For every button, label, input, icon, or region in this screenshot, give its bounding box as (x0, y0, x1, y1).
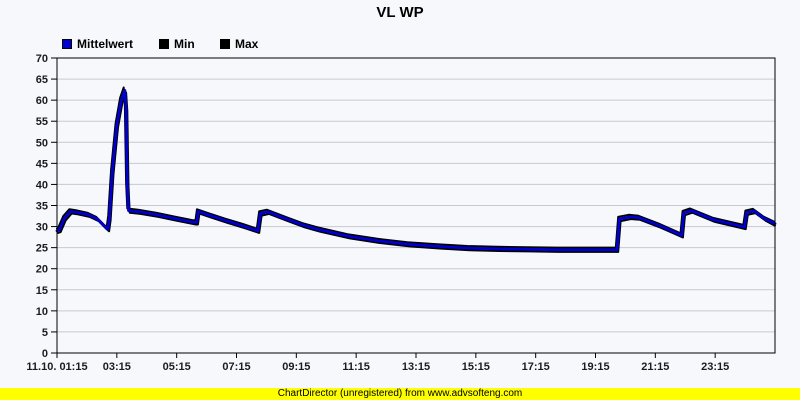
legend-label-min: Min (174, 37, 195, 51)
y-axis-label: 45 (36, 158, 48, 170)
x-axis-label: 21:15 (641, 361, 669, 373)
x-axis-label: 11.10. 01:15 (26, 361, 87, 373)
y-axis-label: 30 (36, 222, 48, 234)
legend-label-max: Max (235, 37, 259, 51)
x-axis-label: 23:15 (701, 361, 729, 373)
legend-swatch-mittelwert-icon (62, 39, 72, 49)
y-axis-label: 55 (36, 116, 48, 128)
y-axis-label: 65 (36, 74, 48, 86)
legend-swatch-max-icon (220, 39, 230, 49)
x-axis-label: 11:15 (342, 361, 370, 373)
plot-border (56, 57, 776, 354)
y-axis-label: 20 (36, 264, 48, 276)
series-line-max (56, 86, 775, 249)
chart-plot-area: 0 5 10 15 20 25 30 35 40 45 50 55 60 65 70 11.10. 01:15… (26, 53, 777, 373)
x-axis-label: 19:15 (581, 361, 609, 373)
footer-watermark: ChartDirector (unregistered) from www.ad… (0, 388, 800, 400)
y-axis-label: 0 (42, 348, 48, 360)
x-axis-label: 17:15 (522, 361, 550, 373)
y-axis-label: 15 (36, 285, 48, 297)
x-axis-label: 05:15 (163, 361, 191, 373)
legend-item-mittelwert: Mittelwert (62, 37, 133, 51)
series-line-min (57, 91, 776, 253)
chart-title: VL WP (376, 4, 424, 21)
y-axis-label: 40 (36, 179, 48, 191)
y-axis-label: 10 (36, 306, 48, 318)
legend: Mittelwert Min Max (0, 37, 800, 51)
legend-item-min: Min (159, 37, 195, 51)
series-line-mittelwert (55, 89, 777, 252)
x-axis-label: 07:15 (222, 361, 250, 373)
x-axis-label: 15:15 (462, 361, 490, 373)
x-axis-label: 09:15 (282, 361, 310, 373)
legend-swatch-min-icon (159, 39, 169, 49)
y-axis-label: 5 (42, 327, 48, 339)
legend-item-max: Max (220, 37, 258, 51)
y-axis-label: 60 (36, 95, 48, 107)
legend-label-mittelwert: Mittelwert (77, 37, 134, 51)
x-axis-label: 13:15 (402, 361, 430, 373)
y-axis-label: 70 (36, 53, 48, 65)
y-axis-label: 25 (36, 243, 48, 255)
x-axis-label: 03:15 (103, 361, 131, 373)
y-axis-label: 35 (36, 201, 48, 213)
y-axis-label: 50 (36, 137, 48, 149)
